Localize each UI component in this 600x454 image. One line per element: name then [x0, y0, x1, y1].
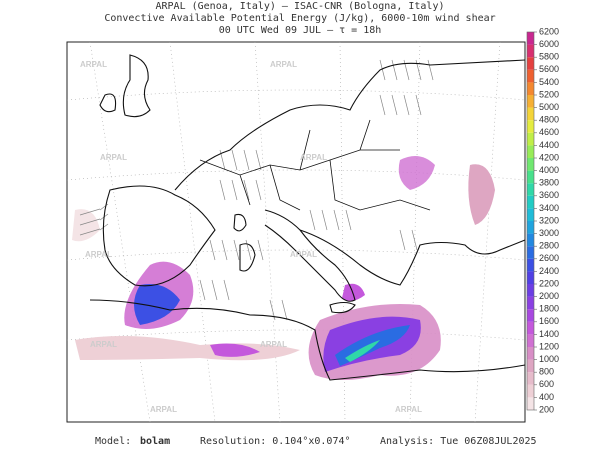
colorbar-band	[527, 233, 534, 247]
colorbar-band	[527, 334, 534, 347]
colorbar-label: 1600	[539, 316, 559, 326]
colorbar-band	[527, 271, 534, 284]
colorbar-label: 6200	[539, 26, 559, 36]
watermark: ARPAL	[260, 340, 287, 349]
colorbar-band	[527, 170, 534, 184]
graticule	[66, 41, 526, 423]
colorbar-label: 400	[539, 392, 554, 402]
colorbar-label: 3000	[539, 228, 559, 238]
colorbar-band	[527, 221, 534, 234]
colorbar-band	[527, 32, 534, 45]
colorbar-band	[527, 183, 534, 196]
map-frame	[66, 41, 526, 423]
colorbar-band	[527, 69, 534, 83]
colorbar-band	[527, 132, 534, 146]
watermark: ARPAL	[270, 60, 297, 69]
colorbar-band	[527, 397, 534, 410]
colorbar-label: 5600	[539, 64, 559, 74]
header-line: Convective Available Potential Energy (J…	[104, 13, 495, 24]
footer-model: bolam	[140, 436, 170, 447]
watermark: ARPAL	[90, 340, 117, 349]
colorbar-band	[527, 107, 534, 121]
watermark: ARPAL	[395, 405, 422, 414]
colorbar-band	[527, 309, 534, 322]
colorbar-label: 5400	[539, 77, 559, 87]
colorbar-label: 4000	[539, 165, 559, 175]
colorbar-label: 800	[539, 367, 554, 377]
colorbar-band	[527, 195, 534, 209]
colorbar-band	[527, 145, 534, 158]
footer-label: Model:	[95, 436, 131, 447]
header-line: 00 UTC Wed 09 JUL – τ = 18h	[219, 25, 382, 36]
footer-resolution: Resolution: 0.104°x0.074°	[200, 436, 351, 447]
colorbar-band	[527, 321, 534, 335]
header-line: ARPAL (Genoa, Italy) – ISAC-CNR (Bologna…	[156, 1, 445, 12]
colorbar-label: 3800	[539, 178, 559, 188]
colorbar-label: 4200	[539, 152, 559, 162]
cape-field	[72, 156, 495, 380]
colorbar-label: 2000	[539, 291, 559, 301]
map	[66, 41, 526, 423]
colorbar-band	[527, 44, 534, 58]
colorbar-label: 5200	[539, 89, 559, 99]
colorbar-label: 4800	[539, 115, 559, 125]
colorbar-label: 5000	[539, 102, 559, 112]
colorbar-label: 6000	[539, 39, 559, 49]
colorbar-label: 5800	[539, 52, 559, 62]
colorbar-band	[527, 372, 534, 385]
colorbar-band	[527, 284, 534, 297]
colorbar-band	[527, 95, 534, 108]
colorbar-band	[527, 57, 534, 70]
watermark: ARPAL	[300, 153, 327, 162]
borders	[199, 119, 431, 211]
colorbar-label: 2200	[539, 278, 559, 288]
colorbar-label: 3200	[539, 215, 559, 225]
colorbar-band	[527, 384, 534, 398]
colorbar-band	[527, 82, 534, 95]
colorbar-label: 2600	[539, 253, 559, 263]
colorbar-label: 2400	[539, 266, 559, 276]
colorbar-band	[527, 347, 534, 360]
colorbar-label: 1800	[539, 304, 559, 314]
colorbar-band	[527, 359, 534, 373]
colorbar-band	[527, 208, 534, 221]
colorbar-band	[527, 246, 534, 259]
colorbar-label: 1200	[539, 341, 559, 351]
colorbar-label: 200	[539, 404, 554, 414]
colorbar-label: 3400	[539, 203, 559, 213]
colorbar-band	[527, 120, 534, 133]
colorbar-label: 4600	[539, 127, 559, 137]
watermark: ARPAL	[290, 250, 317, 259]
colorbar-label: 3600	[539, 190, 559, 200]
colorbar-band	[527, 158, 534, 171]
colorbar-label: 1000	[539, 354, 559, 364]
colorbar: 200 400 600 800 1000 1200 1400 1600 1800 2000 2200…	[526, 26, 559, 414]
watermark: ARPAL	[100, 153, 127, 162]
colorbar-band	[527, 258, 534, 272]
colorbar-band	[527, 296, 534, 310]
colorbar-label: 600	[539, 379, 554, 389]
watermark: ARPAL	[80, 60, 107, 69]
colorbar-label: 4400	[539, 140, 559, 150]
watermark: ARPAL	[150, 405, 177, 414]
watermarks: ARPAL ARPAL ARPAL ARPAL ARPAL ARPAL ARPAL ARPAL…	[80, 60, 422, 414]
watermark: ARPAL	[85, 250, 112, 259]
footer-analysis: Analysis: Tue 06Z08JUL2025	[380, 436, 537, 447]
colorbar-label: 1400	[539, 329, 559, 339]
coastlines	[89, 54, 526, 381]
colorbar-label: 2800	[539, 241, 559, 251]
